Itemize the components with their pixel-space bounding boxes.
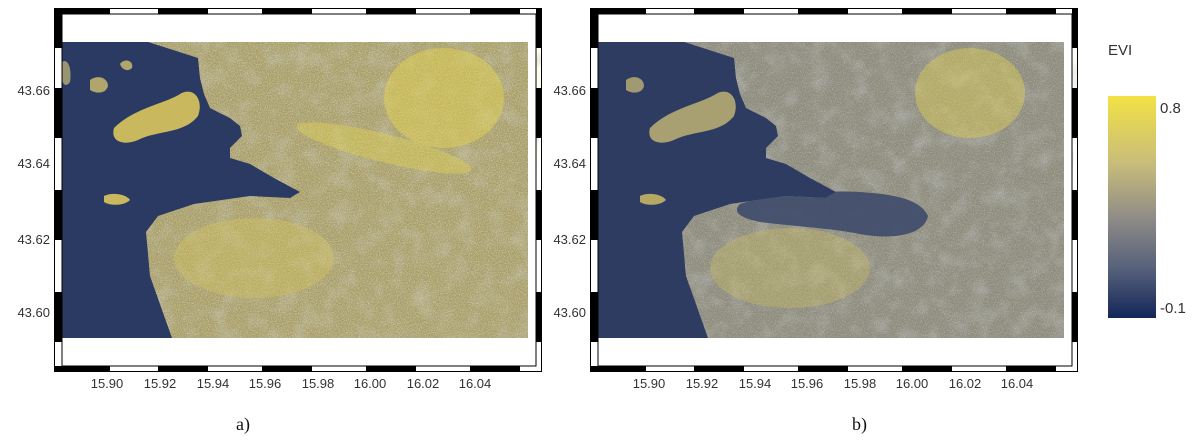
x-tick-label: 15.98 — [843, 376, 877, 391]
legend-min-label: -0.1 — [1160, 300, 1186, 317]
y-tick-label: 43.60 — [553, 305, 586, 320]
panel-caption-b: b) — [852, 414, 867, 434]
burned-area — [736, 191, 928, 237]
x-tick-label: 16.00 — [895, 376, 929, 391]
island — [649, 91, 736, 143]
x-tick-label: 15.94 — [738, 376, 772, 391]
x-tick-label: 15.90 — [632, 376, 666, 391]
y-tick-label: 43.62 — [17, 232, 50, 247]
x-tick-label: 16.00 — [353, 376, 387, 391]
legend-title: EVI — [1108, 42, 1133, 59]
map-frame — [54, 8, 542, 372]
x-tick-label: 15.94 — [196, 376, 230, 391]
y-tick-label: 43.62 — [553, 232, 586, 247]
x-tick-label: 15.96 — [248, 376, 282, 391]
x-tick-label: 15.92 — [685, 376, 719, 391]
x-tick-label: 16.02 — [948, 376, 982, 391]
legend-max-label: 0.8 — [1160, 100, 1181, 117]
y-tick-label: 43.66 — [17, 83, 50, 98]
island — [640, 193, 666, 205]
x-tick-label: 15.90 — [90, 376, 124, 391]
map-panel-b — [590, 8, 1078, 372]
island — [104, 193, 130, 205]
map-panel-a — [54, 8, 542, 372]
evi-map-a — [54, 8, 542, 372]
x-tick-label: 15.92 — [143, 376, 177, 391]
evi-map-b — [590, 8, 1078, 372]
y-tick-label: 43.64 — [553, 156, 586, 171]
x-tick-label: 15.98 — [301, 376, 335, 391]
x-tick-label: 15.96 — [790, 376, 824, 391]
x-tick-label: 16.04 — [1000, 376, 1034, 391]
island — [113, 91, 200, 143]
map-frame — [590, 8, 1078, 372]
island — [90, 77, 108, 93]
x-tick-label: 16.04 — [458, 376, 492, 391]
x-tick-label: 16.02 — [406, 376, 440, 391]
y-tick-label: 43.66 — [553, 83, 586, 98]
panel-caption-a: a) — [236, 414, 250, 434]
y-tick-label: 43.60 — [17, 305, 50, 320]
island — [120, 60, 133, 71]
island — [62, 61, 71, 85]
legend-colorbar — [1108, 96, 1156, 318]
island — [626, 77, 644, 93]
y-tick-label: 43.64 — [17, 156, 50, 171]
